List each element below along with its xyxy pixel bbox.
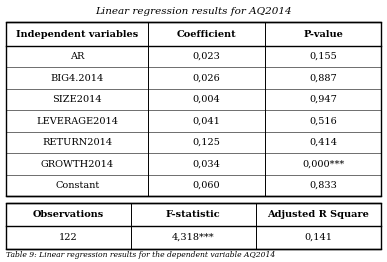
Text: 0,041: 0,041: [193, 117, 221, 125]
Text: Linear regression results for AQ2014: Linear regression results for AQ2014: [95, 7, 292, 15]
Text: 0,004: 0,004: [193, 95, 221, 104]
Text: Independent variables: Independent variables: [16, 30, 138, 39]
Text: 4,318***: 4,318***: [172, 233, 215, 242]
Text: Adjusted R Square: Adjusted R Square: [267, 210, 370, 219]
Text: 0,023: 0,023: [193, 52, 221, 61]
Text: 0,060: 0,060: [193, 181, 221, 190]
Bar: [6, 22, 381, 196]
Text: Table 9: Linear regression results for the dependent variable AQ2014: Table 9: Linear regression results for t…: [6, 251, 275, 259]
Text: 0,000***: 0,000***: [302, 160, 344, 168]
Text: 0,141: 0,141: [305, 233, 332, 242]
Text: 0,414: 0,414: [309, 138, 337, 147]
Text: RETURN2014: RETURN2014: [42, 138, 112, 147]
Text: GROWTH2014: GROWTH2014: [41, 160, 114, 168]
Text: 0,034: 0,034: [193, 160, 221, 168]
Text: SIZE2014: SIZE2014: [52, 95, 102, 104]
Text: LEVERAGE2014: LEVERAGE2014: [36, 117, 118, 125]
Text: 0,026: 0,026: [193, 74, 221, 83]
Text: AR: AR: [70, 52, 84, 61]
Text: F-statistic: F-statistic: [166, 210, 221, 219]
Text: P-value: P-value: [303, 30, 343, 39]
Bar: [6, 203, 381, 249]
Text: BIG4.2014: BIG4.2014: [51, 74, 104, 83]
Text: Constant: Constant: [55, 181, 99, 190]
Text: 0,887: 0,887: [309, 74, 337, 83]
Text: 0,516: 0,516: [309, 117, 337, 125]
Text: Coefficient: Coefficient: [177, 30, 236, 39]
Text: 0,155: 0,155: [309, 52, 337, 61]
Text: Observations: Observations: [33, 210, 104, 219]
Text: 0,125: 0,125: [193, 138, 221, 147]
Text: 0,947: 0,947: [309, 95, 337, 104]
Text: 122: 122: [59, 233, 78, 242]
Text: 0,833: 0,833: [309, 181, 337, 190]
